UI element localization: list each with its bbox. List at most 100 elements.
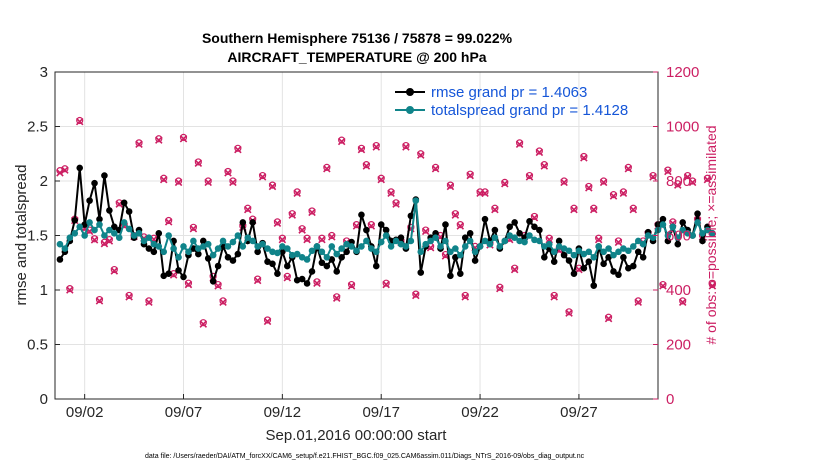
series-point-1 <box>175 253 182 261</box>
series-point-0 <box>155 230 163 237</box>
series-point-1 <box>249 237 257 245</box>
series-point-1 <box>550 248 558 256</box>
obs-assimilated-marker <box>387 189 395 198</box>
obs-assimilated-marker <box>66 286 74 294</box>
y-tick-left-label: 0 <box>40 391 48 408</box>
obs-possible-marker <box>278 234 286 242</box>
obs-assimilated-marker <box>347 282 356 290</box>
obs-assimilated-marker <box>501 179 509 188</box>
series-point-0 <box>610 268 617 275</box>
series-point-1 <box>511 234 518 241</box>
obs-possible-marker <box>525 171 534 180</box>
series-point-1 <box>669 223 677 231</box>
obs-assimilated-marker <box>234 145 242 154</box>
obs-assimilated-marker <box>659 282 667 290</box>
series-lines <box>56 164 716 289</box>
obs-assimilated-marker <box>674 181 682 189</box>
series-point-1 <box>96 221 103 228</box>
obs-possible-marker <box>347 280 356 289</box>
series-point-1 <box>76 223 84 231</box>
series-point-0 <box>541 253 548 261</box>
series-point-0 <box>377 221 385 228</box>
obs-assimilated-marker <box>204 178 212 187</box>
series-point-1 <box>422 240 429 248</box>
series-point-1 <box>600 248 607 256</box>
series-point-0 <box>195 250 202 258</box>
series-point-1 <box>461 243 469 250</box>
series-point-0 <box>417 269 425 276</box>
obs-assimilated-marker <box>155 136 163 144</box>
series-point-0 <box>555 237 563 245</box>
obs-possible-marker <box>382 279 390 287</box>
obs-possible-marker <box>263 316 272 324</box>
series-point-0 <box>531 223 538 231</box>
obs-assimilated-marker <box>323 164 331 173</box>
series-point-1 <box>486 240 494 248</box>
obs-assimilated-marker <box>377 175 385 184</box>
obs-possible-marker <box>624 163 632 171</box>
series-point-1 <box>610 251 617 259</box>
series-point-1 <box>387 243 395 250</box>
obs-assimilated-marker <box>515 140 524 148</box>
obs-possible-marker <box>105 235 113 244</box>
series-point-0 <box>56 256 64 263</box>
obs-assimilated-marker <box>110 267 119 275</box>
obs-possible-marker <box>155 135 163 143</box>
obs-assimilated-marker <box>580 154 588 162</box>
obs-assimilated-marker <box>214 282 222 290</box>
series-point-0 <box>214 262 222 270</box>
obs-possible-marker <box>244 204 252 212</box>
series-point-1 <box>106 226 113 234</box>
series-point-0 <box>303 280 311 287</box>
series-point-0 <box>71 216 79 224</box>
obs-possible-marker <box>535 147 543 155</box>
obs-possible-marker <box>160 174 168 182</box>
obs-assimilated-marker <box>164 218 173 226</box>
obs-possible-marker <box>145 297 153 305</box>
series-point-1 <box>145 234 153 241</box>
series-point-1 <box>165 232 172 239</box>
series-point-0 <box>120 199 128 207</box>
series-point-0 <box>590 282 598 289</box>
obs-possible-marker <box>688 177 697 185</box>
obs-assimilated-marker <box>273 219 282 228</box>
obs-possible-marker <box>76 116 84 125</box>
obs-possible-marker <box>229 177 237 185</box>
y-tick-right-label: 0 <box>666 391 674 408</box>
series-point-1 <box>456 251 464 259</box>
obs-possible-marker <box>66 285 74 293</box>
series-point-0 <box>254 248 261 256</box>
obs-possible-marker <box>323 163 331 171</box>
obs-assimilated-marker <box>456 222 465 230</box>
series-point-1 <box>545 240 553 248</box>
series-point-0 <box>106 207 113 214</box>
obs-assimilated-marker <box>194 159 203 168</box>
series-point-0 <box>101 172 108 179</box>
series-point-0 <box>659 215 667 223</box>
series-point-0 <box>180 273 187 281</box>
series-point-1 <box>417 248 425 256</box>
series-point-0 <box>91 179 98 187</box>
obs-possible-marker <box>194 158 202 166</box>
series-point-1 <box>471 248 479 256</box>
obs-assimilated-marker <box>100 239 109 248</box>
series-point-1 <box>185 248 192 256</box>
series-point-0 <box>481 215 489 223</box>
series-point-1 <box>709 230 716 237</box>
series-point-1 <box>412 197 420 204</box>
x-axis-label: Sep.01,2016 00:00:00 start <box>266 427 448 444</box>
series-point-0 <box>76 164 84 172</box>
footer-data-file: data file: /Users/raeder/DAI/ATM_forcXX/… <box>145 453 585 460</box>
x-tick-label: 09/12 <box>264 404 302 421</box>
obs-assimilated-marker <box>337 137 346 146</box>
obs-assimilated-marker <box>510 265 519 274</box>
series-point-0 <box>620 253 627 261</box>
legend-marker-1 <box>406 106 414 114</box>
series-point-0 <box>125 208 133 215</box>
obs-possible-marker <box>614 237 623 245</box>
obs-possible-marker <box>165 216 173 225</box>
y-tick-left-label: 2 <box>40 173 48 190</box>
y-tick-right-label: 400 <box>666 282 691 299</box>
series-point-1 <box>363 237 370 245</box>
series-point-0 <box>209 277 217 285</box>
